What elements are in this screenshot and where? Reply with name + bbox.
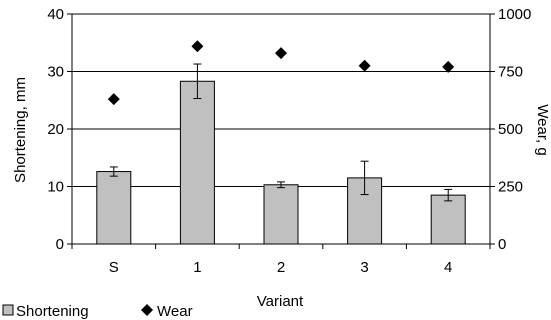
x-tick-label: 1: [193, 259, 201, 276]
x-axis-title: Variant: [257, 293, 304, 310]
left-axis-ticks: 0 10 20 30 40: [47, 6, 72, 253]
legend-wear-label: Wear: [157, 303, 193, 320]
y2-tick-label: 1000: [498, 6, 531, 23]
bar: [179, 80, 215, 245]
right-axis-ticks: 0 250 500 750 1000: [490, 6, 531, 253]
x-tick-label: 3: [360, 259, 368, 276]
y2-axis-title: Wear, g: [534, 104, 551, 155]
y-tick-label: 30: [47, 64, 64, 81]
wear-point: [442, 60, 455, 73]
y-tick-label: 0: [56, 236, 64, 253]
y2-tick-label: 750: [498, 64, 523, 81]
y2-tick-label: 0: [498, 236, 506, 253]
wear-point: [107, 93, 120, 106]
x-tick-label: 4: [444, 259, 452, 276]
bar: [96, 171, 132, 245]
wear-point: [275, 47, 287, 60]
wear-point: [191, 40, 204, 53]
legend: Shortening Wear: [2, 303, 193, 320]
gridlines: [72, 13, 490, 187]
x-tick-label: 2: [277, 259, 285, 276]
wear-point: [358, 59, 371, 72]
y-tick-label: 40: [47, 6, 64, 23]
bar-series: [96, 80, 466, 245]
x-tick-label: S: [109, 259, 119, 276]
legend-wear-marker: [141, 304, 153, 316]
legend-shortening-label: Shortening: [16, 303, 89, 320]
bar: [263, 184, 299, 245]
y-tick-label: 20: [47, 121, 64, 138]
y2-tick-label: 500: [498, 121, 523, 138]
bar: [430, 194, 466, 245]
y-tick-label: 10: [47, 179, 64, 196]
x-axis-ticks: S 1 2 3 4: [71, 244, 491, 276]
y-axis-title: Shortening, mm: [12, 77, 29, 183]
wear-series: [107, 40, 455, 106]
error-bars: [109, 63, 453, 202]
y2-tick-label: 250: [498, 179, 523, 196]
legend-shortening-swatch: [2, 304, 14, 316]
